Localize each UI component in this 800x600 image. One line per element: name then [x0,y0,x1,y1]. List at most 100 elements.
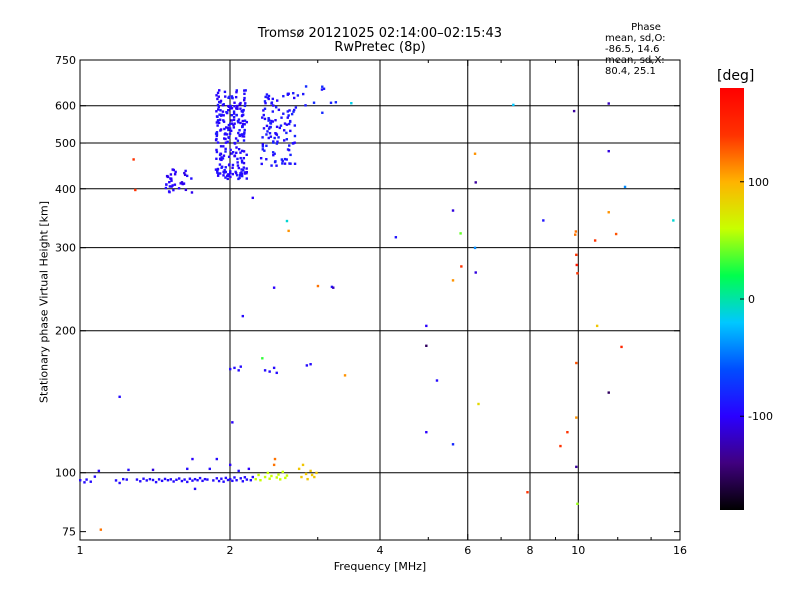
data-point [240,174,244,178]
data-point [236,164,240,167]
data-point [233,122,236,125]
data-point [280,158,284,161]
data-point [166,479,170,482]
data-point [168,180,171,184]
data-point [218,163,222,166]
data-point [164,186,168,190]
data-point [216,124,219,127]
data-point [177,477,181,480]
data-point [292,92,295,95]
data-point [274,119,277,122]
data-point [268,370,271,373]
data-point [233,154,236,158]
data-point [181,182,184,186]
data-point [285,219,289,223]
data-point [226,126,230,130]
data-point [283,162,287,165]
data-point [322,87,326,90]
data-point [223,169,226,172]
data-point [240,159,244,162]
data-point [160,479,164,483]
data-point [219,99,223,103]
data-point [231,479,234,483]
data-point [329,101,333,105]
data-point [263,107,267,110]
data-point [243,128,246,132]
data-point [425,324,428,328]
data-point [227,123,231,127]
data-point [288,109,291,112]
data-point [215,150,219,154]
data-point [222,119,225,122]
data-point [276,140,279,143]
data-point [267,97,270,101]
colorbar-ticks: -100 0 100 [740,176,773,423]
data-point [127,468,130,472]
data-point [607,211,610,214]
data-point [240,168,243,171]
data-point [237,469,240,473]
data-point [263,149,266,152]
data-point [219,145,223,148]
data-point [321,111,324,114]
y-tick-label: 600 [55,100,76,113]
grid-lines [80,60,680,540]
data-point [219,129,222,132]
data-point [215,131,219,134]
data-point [223,127,226,131]
data-point [229,104,233,108]
data-point [320,88,324,91]
data-point [576,272,579,275]
data-point [180,181,184,184]
data-point [233,105,236,108]
data-point [231,172,234,176]
data-point [474,181,477,184]
data-point [215,94,218,97]
data-point [175,478,178,481]
data-point [145,479,148,482]
data-point [282,139,286,142]
data-point [134,188,137,192]
data-point [216,97,219,101]
y-tick-label: 100 [55,467,76,480]
data-point [240,172,244,176]
data-point [286,110,289,113]
data-point [243,131,246,134]
data-point [236,139,240,142]
data-point [321,85,324,88]
data-point [185,174,189,178]
data-point [293,141,296,144]
y-tick-label: 75 [62,526,76,539]
data-point [229,148,232,152]
data-point [304,85,308,88]
data-point [229,170,232,173]
data-point [233,366,236,370]
data-point [245,177,248,180]
data-point [180,479,184,483]
y-tick-label: 200 [55,325,76,338]
data-point [239,151,242,154]
x-axis-label: Frequency [MHz] [333,560,427,573]
data-point [460,265,463,268]
data-point [261,148,265,151]
data-point [242,113,245,116]
data-point [217,479,221,483]
data-point [224,137,227,141]
data-point [237,147,241,151]
data-point [83,481,86,484]
data-point [191,457,194,461]
data-point [214,132,218,135]
data-point [221,157,225,160]
data-point [268,477,271,480]
data-point [236,157,239,161]
data-point [293,108,296,112]
data-point [289,153,292,157]
data-point [574,230,578,233]
data-point [285,158,288,161]
data-point [225,110,228,114]
data-point [235,174,239,177]
data-point [270,474,273,478]
data-point [228,105,231,109]
data-point [216,170,219,173]
data-point [233,476,236,479]
